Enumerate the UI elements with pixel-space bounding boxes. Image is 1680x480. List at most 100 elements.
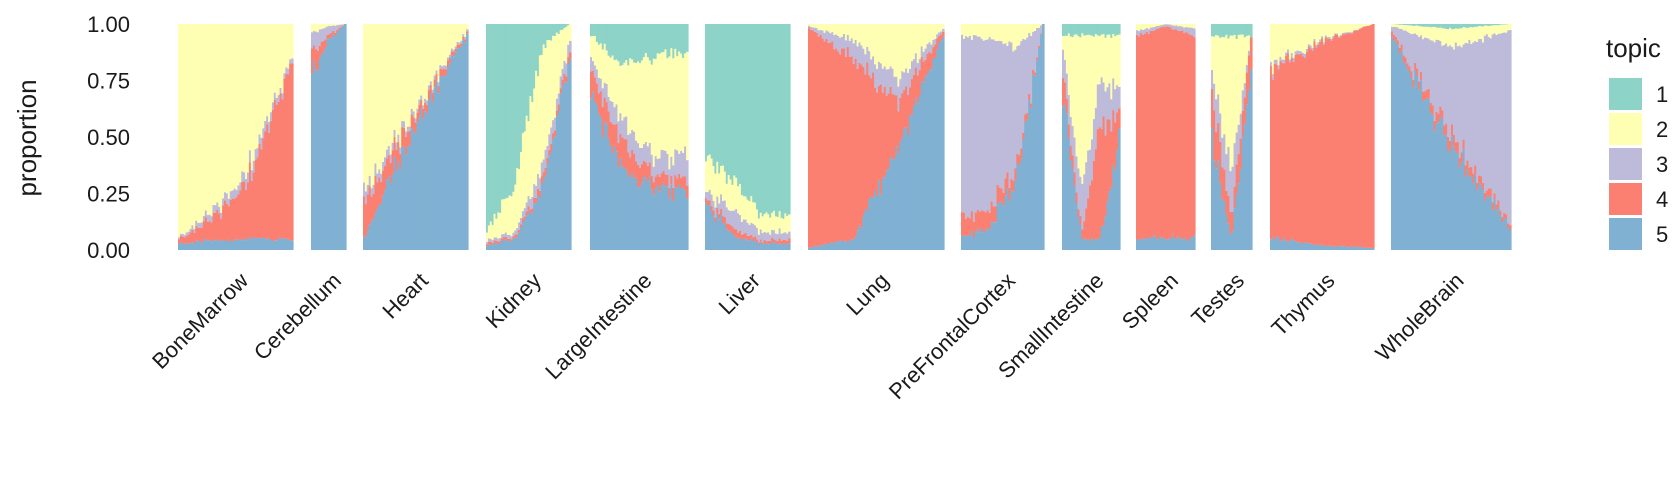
bar-segment xyxy=(1402,30,1406,56)
bar-segment xyxy=(1245,35,1249,65)
bar-segment xyxy=(1334,33,1337,35)
bar-segment xyxy=(1075,192,1079,204)
facet-Liver xyxy=(705,24,791,250)
bar-segment xyxy=(504,24,508,199)
bar-segment xyxy=(595,42,599,70)
bar-segment xyxy=(395,170,398,250)
bar-segment xyxy=(961,235,964,250)
bar-segment xyxy=(1094,239,1098,250)
bar-segment xyxy=(435,73,439,81)
bar-segment xyxy=(992,39,996,207)
facet-Heart xyxy=(363,24,469,251)
bar-segment xyxy=(206,240,210,250)
bar-segment xyxy=(778,243,782,250)
bar-segment xyxy=(389,183,393,250)
bar-segment xyxy=(183,243,187,250)
bar-segment xyxy=(784,239,787,244)
bar-segment xyxy=(435,24,439,71)
bar-segment xyxy=(1338,36,1341,38)
bar-segment xyxy=(631,129,634,150)
bar-segment xyxy=(980,24,984,39)
bar-segment xyxy=(928,51,931,71)
bar-segment xyxy=(531,24,534,103)
bar-segment xyxy=(611,101,615,124)
bar-segment xyxy=(727,210,731,224)
bar-segment xyxy=(731,184,734,211)
bar-segment xyxy=(1503,32,1506,213)
bar-segment xyxy=(410,128,414,250)
bar-segment xyxy=(462,39,465,251)
bar-segment xyxy=(591,24,595,36)
bar-segment xyxy=(660,24,664,53)
bar-segment xyxy=(1296,242,1299,250)
bar-segment xyxy=(1141,238,1145,250)
bar-segment xyxy=(1098,36,1102,85)
bar-segment xyxy=(1040,24,1043,26)
bar-segment xyxy=(912,74,916,107)
bar-segment xyxy=(771,229,774,238)
bar-segment xyxy=(1104,24,1108,38)
bar-segment xyxy=(260,24,263,138)
bar-segment xyxy=(605,123,609,250)
bar-segment xyxy=(1288,59,1292,63)
bar-segment xyxy=(239,24,242,183)
bar-segment xyxy=(827,244,830,250)
bar-segment xyxy=(537,196,540,250)
bar-segment xyxy=(443,65,446,69)
bar-segment xyxy=(778,211,782,229)
bar-segment xyxy=(1332,24,1335,36)
bar-segment xyxy=(705,202,708,250)
bar-segment xyxy=(531,208,534,213)
bar-segment xyxy=(550,144,553,152)
bar-segment xyxy=(501,240,504,250)
bar-segment xyxy=(1358,247,1362,250)
bar-segment xyxy=(1223,24,1226,38)
bar-segment xyxy=(750,24,753,197)
bar-segment xyxy=(495,243,498,250)
bar-segment xyxy=(314,69,318,251)
bar-segment xyxy=(1102,24,1106,35)
bar-segment xyxy=(930,53,933,70)
bar-segment xyxy=(1073,34,1077,138)
bar-segment xyxy=(844,24,848,41)
bar-segment xyxy=(1423,24,1427,27)
bar-segment xyxy=(1219,182,1222,250)
bar-segment xyxy=(1247,55,1251,90)
bar-segment xyxy=(644,53,648,143)
bar-segment xyxy=(782,239,785,244)
bar-segment xyxy=(1215,131,1218,169)
bar-segment xyxy=(406,132,410,147)
bar-segment xyxy=(245,189,248,240)
bar-segment xyxy=(769,234,772,242)
bar-segment xyxy=(245,24,248,179)
bar-segment xyxy=(260,149,263,239)
bar-segment xyxy=(1478,24,1481,27)
bar-segment xyxy=(640,24,644,61)
bar-segment xyxy=(974,24,978,36)
bar-segment xyxy=(731,210,734,227)
bar-segment xyxy=(1145,24,1149,28)
bar-segment xyxy=(408,24,412,127)
bar-segment xyxy=(729,179,733,211)
bar-segment xyxy=(268,24,271,123)
bar-segment xyxy=(366,24,370,185)
bar-segment xyxy=(1427,38,1431,89)
bar-segment xyxy=(229,199,233,241)
bar-segment xyxy=(491,224,495,241)
bar-segment xyxy=(856,68,860,231)
bar-segment xyxy=(744,24,748,197)
bar-segment xyxy=(1062,49,1065,78)
bar-segment xyxy=(1493,33,1497,194)
bar-segment xyxy=(754,236,757,241)
bar-segment xyxy=(563,81,566,250)
bar-segment xyxy=(1112,24,1115,34)
bar-segment xyxy=(744,196,748,220)
bar-segment xyxy=(538,178,542,191)
bar-segment xyxy=(1452,24,1456,30)
bar-segment xyxy=(1418,26,1421,38)
bar-segment xyxy=(1464,165,1468,177)
bar-segment xyxy=(752,241,755,250)
bar-segment xyxy=(1468,167,1471,176)
bar-segment xyxy=(910,24,914,62)
bar-segment xyxy=(725,24,729,184)
